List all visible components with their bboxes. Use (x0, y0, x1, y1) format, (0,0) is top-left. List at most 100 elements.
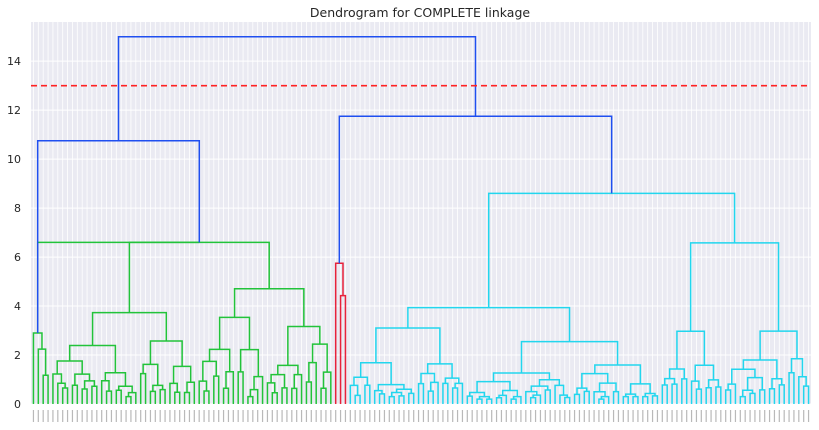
leaf-tick-label (325, 410, 327, 422)
leaf-tick-label (383, 410, 386, 422)
leaf-tick-label (120, 410, 122, 422)
leaf-tick-label (349, 410, 351, 422)
dendrogram-link (501, 389, 519, 397)
leaf-tick-label (530, 410, 532, 422)
leaf-tick-label (627, 410, 629, 422)
leaf-tick-label (413, 410, 415, 422)
leaf-tick-label (544, 410, 546, 422)
dendrogram-link (395, 388, 412, 394)
dendrogram-link (530, 385, 549, 392)
leaf-tick-label (783, 410, 785, 422)
leaf-tick-label (32, 410, 35, 422)
dendrogram-link (203, 390, 210, 404)
leaf-tick-label (281, 410, 283, 422)
leaf-tick-label (154, 410, 156, 422)
dendrogram-link (742, 359, 778, 379)
dendrogram-link (746, 376, 763, 391)
leaf-tick-label (666, 410, 668, 422)
leaf-tick-label (330, 410, 332, 422)
leaf-tick-label (403, 410, 405, 422)
leaf-tick-label (364, 410, 366, 422)
leaf-tick-label (466, 410, 468, 422)
dendrogram-link (308, 361, 317, 404)
dendrogram-link (247, 395, 254, 404)
leaf-tick-label (793, 410, 795, 422)
leaf-tick-label (96, 410, 98, 422)
leaf-tick-label (208, 410, 210, 422)
leaf-tick-label (695, 410, 698, 422)
dendrogram-link (105, 390, 113, 404)
dendrogram-link (510, 398, 517, 404)
leaf-tick-label (179, 410, 181, 422)
leaf-tick-label (725, 410, 727, 422)
dendrogram-link (218, 316, 251, 350)
leaf-tick-label (300, 410, 303, 422)
leaf-tick-label (398, 410, 400, 422)
leaf-tick-label (335, 410, 337, 422)
leaf-tick-label (37, 410, 39, 422)
dendrogram-link (149, 340, 183, 367)
dendrogram-link (622, 395, 629, 404)
leaf-tick-label (257, 410, 259, 422)
dendrogram-link (125, 395, 132, 404)
leaf-tick-label (374, 410, 376, 422)
leaf-tick-label (101, 410, 103, 422)
dendrogram-link (690, 380, 700, 404)
leaf-tick-label (252, 410, 254, 422)
dendrogram-link (642, 395, 649, 404)
leaf-tick-label (515, 410, 517, 422)
leaf-tick-label (81, 410, 83, 422)
leaf-tick-label (690, 410, 693, 422)
dendrogram-link (478, 395, 490, 400)
leaf-tick-label (588, 410, 590, 422)
dendrogram-link (498, 394, 508, 404)
leaf-tick-label (183, 410, 186, 422)
leaf-tick-label (617, 410, 620, 422)
dendrogram-link (759, 330, 798, 361)
dendrogram-link (581, 372, 609, 389)
dendrogram-link (353, 376, 369, 386)
leaf-tick-label (417, 410, 420, 422)
dendrogram-link (115, 389, 122, 404)
leaf-tick-label (583, 410, 585, 422)
leaf-labels (32, 410, 810, 422)
leaf-tick-label (320, 410, 322, 422)
dendrogram-link (266, 382, 276, 404)
leaf-tick-label (773, 410, 776, 422)
leaf-tick-label (749, 410, 751, 422)
dendrogram-link (694, 364, 715, 382)
leaf-tick-label (144, 410, 147, 422)
dendrogram-link (600, 395, 610, 404)
dendrogram-link (373, 389, 383, 404)
leaf-tick-label (505, 410, 507, 422)
leaf-tick-label (656, 410, 659, 422)
leaf-tick-label (393, 410, 395, 422)
leaf-tick-label (47, 410, 49, 422)
leaf-tick-label (339, 410, 342, 422)
leaf-tick-label (715, 410, 717, 422)
leaf-tick-label (86, 410, 88, 422)
leaf-tick-label (52, 410, 54, 422)
leaf-tick-label (422, 410, 425, 422)
leaf-tick-label (549, 410, 551, 422)
leaf-tick-label (598, 410, 600, 422)
leaf-tick-label (573, 410, 576, 422)
leaf-tick-label (647, 410, 649, 422)
leaf-tick-label (476, 410, 478, 422)
leaf-tick-label (198, 410, 200, 422)
leaf-tick-label (744, 410, 746, 422)
y-tick-label: 0 (14, 398, 21, 411)
leaf-tick-label (174, 410, 176, 422)
leaf-tick-label (798, 410, 800, 422)
leaf-tick-label (159, 410, 161, 422)
leaf-tick-label (768, 410, 771, 422)
leaf-tick-label (105, 410, 108, 422)
leaf-tick-label (481, 410, 483, 422)
leaf-tick-label (247, 410, 249, 422)
dendrogram-link (354, 394, 361, 404)
y-tick-label: 6 (14, 251, 21, 264)
leaf-tick-label (554, 410, 556, 422)
plot-area (31, 22, 811, 404)
dendrogram-link (36, 140, 201, 333)
leaf-tick-label (661, 410, 663, 422)
